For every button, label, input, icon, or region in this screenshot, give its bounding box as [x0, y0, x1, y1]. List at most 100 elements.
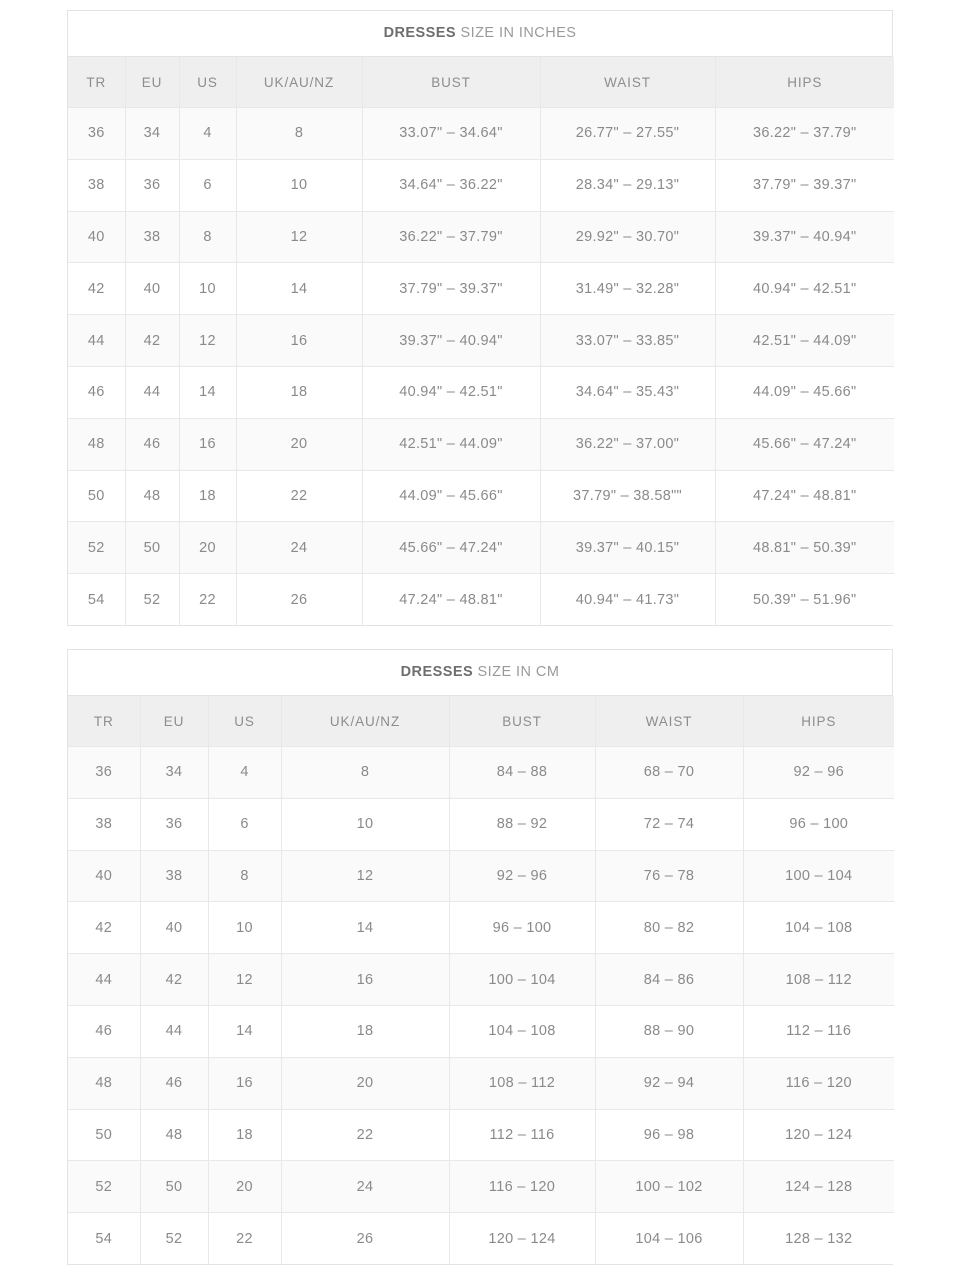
cell-waist: 31.49" – 32.28" — [540, 262, 716, 316]
cell-tr: 52 — [68, 521, 126, 575]
table-row: 50 48 18 22 112 – 116 96 – 98 120 – 124 — [68, 1109, 894, 1162]
column-header-uk-au-nz: UK/AU/NZ — [281, 696, 450, 747]
cell-hips: 39.37" – 40.94" — [715, 211, 894, 264]
cell-eu: 52 — [125, 573, 180, 625]
table-header-row: TR EU US UK/AU/NZ BUST WAIST HIPS — [68, 696, 894, 747]
cell-bust: 84 – 88 — [449, 746, 596, 799]
cell-waist: 37.79" – 38.58"" — [540, 470, 716, 523]
cell-us: 8 — [208, 850, 282, 903]
cell-bust: 44.09" – 45.66" — [362, 470, 541, 523]
cell-uk-au-nz: 22 — [281, 1109, 450, 1162]
cell-bust: 96 – 100 — [449, 901, 596, 955]
cell-hips: 96 – 100 — [743, 798, 894, 851]
cell-hips: 108 – 112 — [743, 953, 894, 1006]
cell-eu: 42 — [125, 314, 180, 367]
cell-bust: 34.64" – 36.22" — [362, 159, 541, 212]
cell-waist: 96 – 98 — [595, 1109, 744, 1162]
table-row: 44 42 12 16 39.37" – 40.94" 33.07" – 33.85" 42… — [68, 314, 894, 367]
cell-us: 22 — [208, 1212, 282, 1264]
cell-tr: 44 — [68, 953, 141, 1006]
cell-hips: 112 – 116 — [743, 1005, 894, 1058]
table-row: 40 38 8 12 36.22" – 37.79" 29.92" – 30.70" 39.… — [68, 211, 894, 264]
cell-bust: 39.37" – 40.94" — [362, 314, 541, 367]
cell-tr: 48 — [68, 418, 126, 471]
cell-us: 16 — [179, 418, 237, 471]
cell-us: 20 — [208, 1160, 282, 1214]
cell-tr: 38 — [68, 159, 126, 212]
cell-eu: 38 — [140, 850, 209, 903]
size-chart-cm-title: DRESSES SIZE IN CM — [68, 650, 892, 696]
cell-uk-au-nz: 20 — [281, 1057, 450, 1110]
cell-hips: 104 – 108 — [743, 901, 894, 955]
cell-bust: 120 – 124 — [449, 1212, 596, 1264]
cell-eu: 50 — [125, 521, 180, 575]
column-header-us: US — [208, 696, 282, 747]
table-header-row: TR EU US UK/AU/NZ BUST WAIST HIPS — [68, 57, 894, 108]
cell-eu: 36 — [125, 159, 180, 212]
cell-hips: 116 – 120 — [743, 1057, 894, 1110]
size-table-inches: TR EU US UK/AU/NZ BUST WAIST HIPS 36 34 4 8… — [68, 57, 894, 625]
cell-eu: 46 — [125, 418, 180, 471]
cell-hips: 36.22" – 37.79" — [715, 107, 894, 160]
cell-hips: 42.51" – 44.09" — [715, 314, 894, 367]
cell-tr: 44 — [68, 314, 126, 367]
cell-eu: 52 — [140, 1212, 209, 1264]
cell-waist: 104 – 106 — [595, 1212, 744, 1264]
cell-tr: 46 — [68, 366, 126, 419]
cell-eu: 48 — [125, 470, 180, 523]
size-chart-inches-title: DRESSES SIZE IN INCHES — [68, 11, 892, 57]
cell-hips: 37.79" – 39.37" — [715, 159, 894, 212]
size-chart-inches-title-unit: SIZE IN INCHES — [456, 25, 577, 41]
table-row: 40 38 8 12 92 – 96 76 – 78 100 – 104 — [68, 850, 894, 903]
column-header-waist: WAIST — [595, 696, 744, 747]
cell-uk-au-nz: 8 — [236, 107, 363, 160]
cell-eu: 34 — [140, 746, 209, 799]
table-row: 38 36 6 10 88 – 92 72 – 74 96 – 100 — [68, 798, 894, 851]
cell-uk-au-nz: 8 — [281, 746, 450, 799]
table-row: 36 34 4 8 84 – 88 68 – 70 92 – 96 — [68, 746, 894, 799]
cell-us: 14 — [208, 1005, 282, 1058]
table-row: 38 36 6 10 34.64" – 36.22" 28.34" – 29.13" 37.… — [68, 159, 894, 212]
cell-hips: 92 – 96 — [743, 746, 894, 799]
cell-bust: 37.79" – 39.37" — [362, 262, 541, 316]
cell-uk-au-nz: 24 — [236, 521, 363, 575]
column-header-uk-au-nz: UK/AU/NZ — [236, 57, 363, 108]
cell-hips: 45.66" – 47.24" — [715, 418, 894, 471]
cell-tr: 42 — [68, 901, 141, 955]
cell-bust: 104 – 108 — [449, 1005, 596, 1058]
cell-waist: 26.77" – 27.55" — [540, 107, 716, 160]
cell-uk-au-nz: 14 — [236, 262, 363, 316]
cell-tr: 52 — [68, 1160, 141, 1214]
cell-bust: 42.51" – 44.09" — [362, 418, 541, 471]
column-header-us: US — [179, 57, 237, 108]
cell-us: 22 — [179, 573, 237, 625]
cell-hips: 50.39" – 51.96" — [715, 573, 894, 625]
cell-us: 10 — [179, 262, 237, 316]
table-row: 46 44 14 18 40.94" – 42.51" 34.64" – 35.43" 44… — [68, 366, 894, 419]
table-row: 48 46 16 20 42.51" – 44.09" 36.22" – 37.00" 45… — [68, 418, 894, 471]
table-row: 52 50 20 24 116 – 120 100 – 102 124 – 128 — [68, 1160, 894, 1214]
column-header-hips: HIPS — [715, 57, 894, 108]
cell-eu: 38 — [125, 211, 180, 264]
cell-hips: 124 – 128 — [743, 1160, 894, 1214]
cell-waist: 28.34" – 29.13" — [540, 159, 716, 212]
cell-bust: 108 – 112 — [449, 1057, 596, 1110]
cell-bust: 116 – 120 — [449, 1160, 596, 1214]
table-row: 50 48 18 22 44.09" – 45.66" 37.79" – 38.58"" 4… — [68, 470, 894, 523]
size-chart-inches-title-category: DRESSES — [383, 25, 457, 41]
cell-tr: 42 — [68, 262, 126, 316]
cell-waist: 36.22" – 37.00" — [540, 418, 716, 471]
table-row: 46 44 14 18 104 – 108 88 – 90 112 – 116 — [68, 1005, 894, 1058]
cell-bust: 100 – 104 — [449, 953, 596, 1006]
cell-us: 4 — [208, 746, 282, 799]
cell-waist: 88 – 90 — [595, 1005, 744, 1058]
cell-bust: 92 – 96 — [449, 850, 596, 903]
cell-bust: 36.22" – 37.79" — [362, 211, 541, 264]
cell-uk-au-nz: 14 — [281, 901, 450, 955]
cell-uk-au-nz: 26 — [281, 1212, 450, 1264]
cell-tr: 54 — [68, 573, 126, 625]
column-header-waist: WAIST — [540, 57, 716, 108]
cell-waist: 92 – 94 — [595, 1057, 744, 1110]
table-row: 54 52 22 26 47.24" – 48.81" 40.94" – 41.73" 50… — [68, 573, 894, 625]
cell-waist: 39.37" – 40.15" — [540, 521, 716, 575]
